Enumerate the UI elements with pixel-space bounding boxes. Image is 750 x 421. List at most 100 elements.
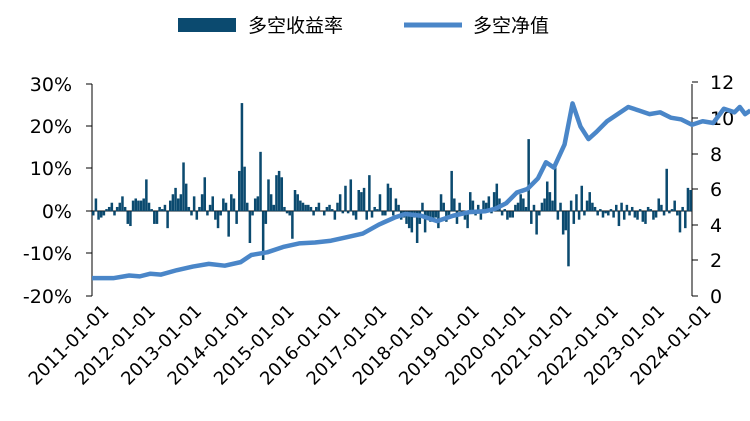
bar: [269, 194, 273, 212]
bar: [147, 202, 151, 212]
bar: [543, 198, 546, 212]
bar: [620, 202, 623, 212]
bar: [259, 151, 262, 212]
bar: [97, 211, 100, 220]
bar: [644, 211, 647, 224]
bar: [113, 211, 116, 216]
bar: [455, 211, 459, 224]
bar: [397, 204, 400, 212]
bar: [673, 200, 676, 212]
bar: [453, 198, 456, 212]
bar: [538, 211, 541, 216]
bar: [604, 211, 607, 214]
bar: [174, 187, 177, 212]
bar: [508, 211, 512, 218]
net-value-line: [92, 101, 750, 281]
bar: [392, 211, 395, 216]
bar: [678, 211, 682, 233]
bar: [439, 194, 443, 212]
bar: [463, 211, 467, 220]
bar: [487, 196, 491, 212]
bar: [564, 211, 568, 231]
bar: [522, 198, 525, 212]
left-tick-label: 30%: [30, 74, 72, 96]
bar: [591, 202, 594, 212]
bar: [407, 211, 411, 229]
bar: [227, 211, 230, 237]
bar: [184, 183, 188, 212]
bar: [123, 206, 127, 212]
bar: [296, 194, 299, 212]
bar: [545, 181, 549, 212]
bar: [280, 177, 284, 212]
bar: [161, 209, 164, 212]
bar: [232, 198, 236, 212]
bar: [102, 211, 106, 216]
bar: [585, 200, 589, 212]
bar: [126, 211, 130, 224]
bar: [615, 204, 618, 212]
bar: [208, 204, 212, 212]
left-tick-label: 0%: [42, 201, 72, 223]
bar: [442, 202, 445, 212]
bar: [368, 175, 371, 212]
bar: [304, 204, 307, 212]
legend-line-label: 多空净值: [473, 15, 549, 37]
bar: [362, 187, 366, 212]
bar: [190, 211, 193, 216]
bar: [479, 211, 483, 220]
bar: [235, 211, 238, 224]
bar: [583, 211, 586, 216]
bar: [352, 211, 355, 216]
bar: [370, 211, 374, 218]
right-tick-label: 6: [710, 179, 722, 201]
bar: [553, 162, 557, 212]
bar: [166, 211, 169, 229]
bar: [500, 211, 504, 216]
bar: [179, 194, 183, 212]
bar: [129, 211, 132, 227]
line-series: [92, 101, 750, 281]
bar: [580, 185, 584, 212]
bar: [484, 202, 488, 212]
bar: [572, 211, 576, 224]
bar: [540, 202, 544, 212]
bar: [137, 200, 140, 212]
bar: [338, 194, 342, 212]
right-tick-label: 10: [710, 108, 734, 130]
bar: [447, 211, 451, 216]
bar: [466, 211, 469, 229]
bar: [415, 211, 419, 243]
bar: [328, 204, 331, 212]
bar: [601, 211, 605, 218]
bar: [569, 200, 573, 212]
bar: [471, 200, 475, 212]
bar: [105, 209, 108, 212]
bar: [649, 209, 653, 212]
legend-bar-label: 多空收益率: [248, 15, 343, 37]
bar: [309, 206, 313, 212]
bar: [503, 209, 507, 212]
bar: [346, 211, 350, 214]
bar: [176, 198, 180, 212]
legend: 多空收益率 多空净值: [178, 15, 549, 37]
bar: [665, 168, 668, 212]
bar: [312, 211, 315, 216]
bar: [299, 200, 302, 212]
bar: [386, 183, 390, 212]
bar: [277, 170, 281, 212]
bar: [203, 177, 207, 212]
bar: [575, 194, 578, 212]
bar: [681, 206, 684, 212]
x-axis-ticks: 2011-01-012012-01-012013-01-012014-01-01…: [25, 301, 716, 390]
bar: [155, 211, 159, 224]
bar: [115, 206, 119, 212]
bar: [230, 194, 233, 212]
bar: [267, 179, 270, 212]
right-tick-label: 4: [710, 215, 722, 237]
bar: [394, 198, 398, 212]
bar: [307, 204, 310, 212]
bar: [492, 192, 496, 212]
bar: [670, 209, 674, 212]
